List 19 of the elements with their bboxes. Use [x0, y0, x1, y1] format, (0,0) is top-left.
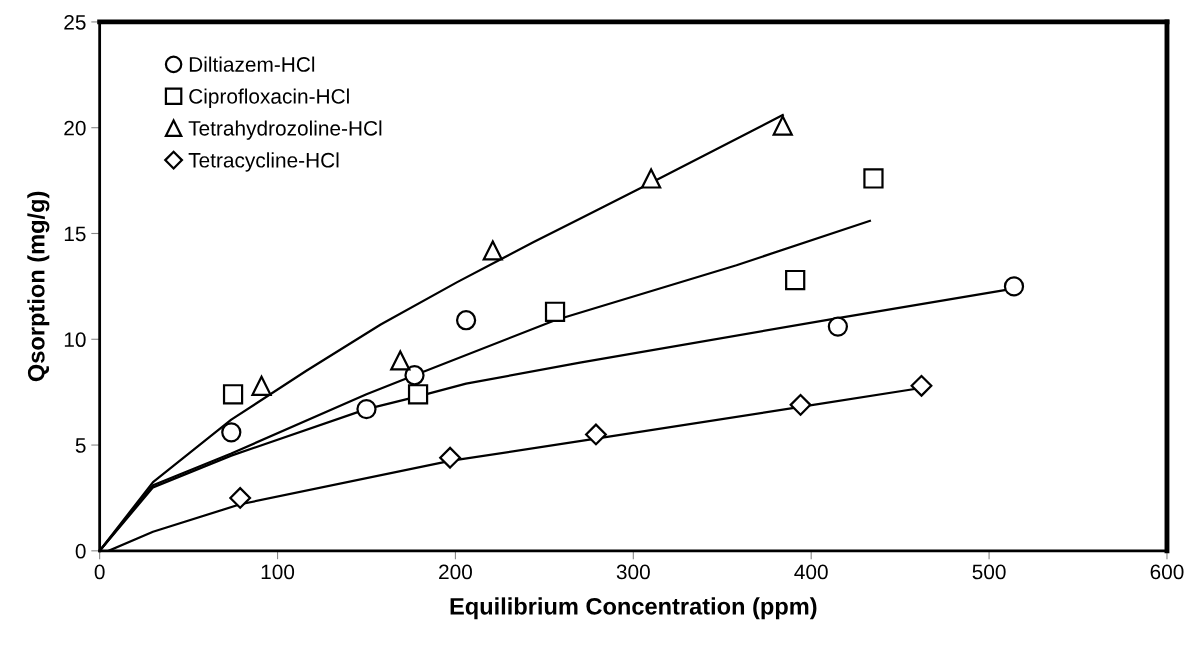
y-tick-label: 10	[64, 332, 86, 348]
x-tick-label: 400	[794, 564, 828, 580]
legend-label: Diltiazem-HCl	[189, 56, 315, 72]
y-tick-label: 15	[64, 226, 86, 242]
x-tick-label: 300	[616, 564, 650, 580]
y-tick-label: 25	[64, 14, 86, 30]
y-tick-label: 20	[64, 120, 86, 136]
legend-label: Tetracycline-HCl	[188, 152, 339, 172]
y-axis-title: Qsorption (mg/g)	[27, 191, 50, 382]
x-tick-label: 200	[439, 564, 472, 580]
y-tick-label: 0	[75, 543, 86, 559]
legend-label: Tetrahydrozoline-HCl	[188, 120, 382, 140]
x-tick-label: 100	[261, 564, 295, 580]
legend-label: Ciprofloxacin-HCl	[189, 88, 349, 108]
y-tick-label: 5	[75, 438, 86, 453]
x-axis-title: Equilibrium Concentration (ppm)	[450, 597, 817, 620]
x-tick-label: 600	[1150, 564, 1184, 580]
x-tick-label: 0	[94, 564, 105, 580]
x-tick-label: 500	[972, 564, 1006, 580]
